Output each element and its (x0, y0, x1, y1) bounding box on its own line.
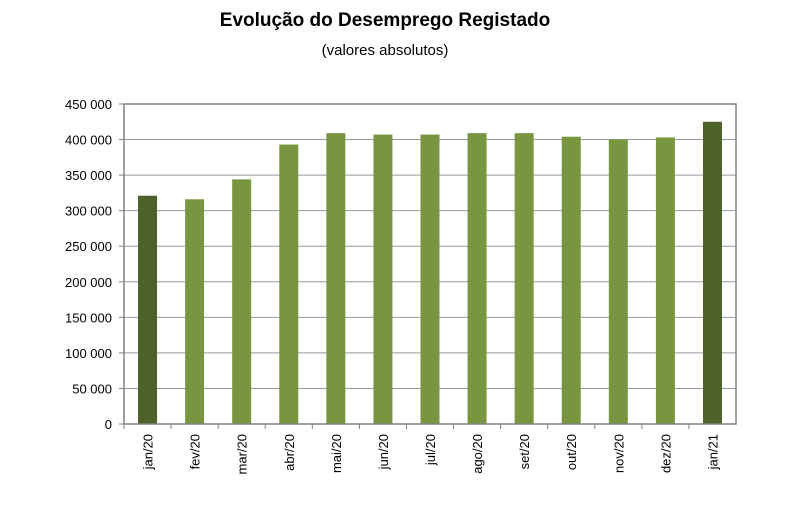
bar (702, 121, 722, 425)
x-tick-label: set/20 (517, 434, 532, 469)
bars (138, 121, 722, 425)
bar (232, 179, 252, 424)
bar (561, 136, 581, 424)
x-tick-label: ago/20 (470, 434, 485, 474)
y-tick-label: 150 000 (65, 310, 112, 325)
y-tick-label: 50 000 (72, 381, 112, 396)
y-tick-label: 200 000 (65, 275, 112, 290)
y-tick-label: 100 000 (65, 346, 112, 361)
bar (185, 199, 205, 424)
x-tick-label: jan/21 (705, 434, 720, 470)
bar (326, 133, 346, 424)
bar (514, 133, 534, 424)
bar (655, 137, 675, 424)
y-tick-label: 400 000 (65, 133, 112, 148)
x-tick-label: jan/20 (141, 434, 156, 470)
y-tick-label: 300 000 (65, 204, 112, 219)
chart-title: Evolução do Desemprego Registado (219, 10, 551, 31)
bar (420, 134, 440, 425)
bar (279, 144, 299, 425)
y-tick-labels: 0 50 000 100 000 150 000 200 000 250 000 300 0… (65, 97, 112, 432)
chart-subtitle: (valores absolutos) (321, 42, 449, 59)
bar (608, 139, 628, 425)
plot-area-border (123, 103, 737, 425)
y-tick-label: 0 (105, 417, 112, 432)
x-tick-label: nov/20 (611, 434, 626, 473)
x-tick-label: mar/20 (235, 434, 250, 474)
x-tick-label: abr/20 (282, 434, 297, 471)
bar (138, 195, 158, 424)
y-tick-label: 450 000 (65, 97, 112, 112)
x-tick-label: out/20 (564, 434, 579, 470)
x-tick-label: dez/20 (658, 434, 673, 473)
bar (467, 133, 487, 424)
y-tick-label: 250 000 (65, 239, 112, 254)
bar (373, 134, 393, 425)
x-tick-label: mai/20 (329, 434, 344, 473)
x-tick-label: jun/20 (376, 434, 391, 470)
x-tick-label: fev/20 (188, 434, 203, 469)
x-tick-labels: jan/20 fev/20 mar/20 abr/20 mai/20 jun/20 jul/… (141, 434, 721, 474)
y-tick-label: 350 000 (65, 168, 112, 183)
x-tick-label: jul/20 (423, 434, 438, 466)
